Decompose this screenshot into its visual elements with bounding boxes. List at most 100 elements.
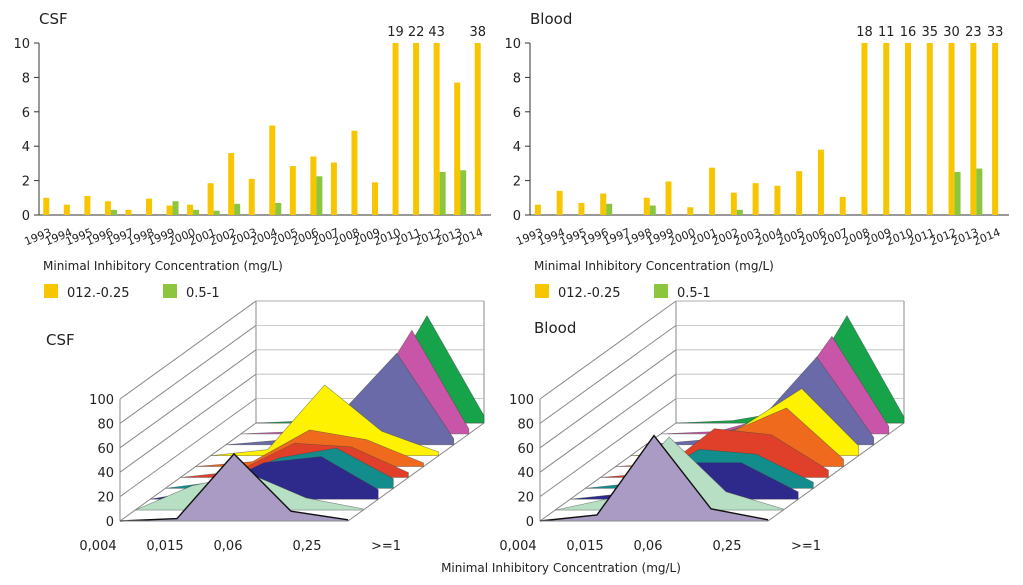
x-tick-label: 0,004 bbox=[499, 539, 536, 554]
wall-gridline bbox=[119, 422, 257, 522]
chart-title: CSF bbox=[39, 10, 68, 28]
bar-012-025 bbox=[970, 43, 977, 215]
bar-012-025 bbox=[774, 185, 781, 215]
bar-05-1 bbox=[460, 170, 467, 215]
x-tick-label: >=1 bbox=[791, 539, 821, 554]
y-tick-label: 6 bbox=[22, 106, 30, 121]
bar-012-025 bbox=[687, 207, 694, 215]
bar-012-025 bbox=[228, 153, 235, 215]
bar-012-025 bbox=[474, 43, 481, 215]
bar-012-025 bbox=[187, 204, 194, 215]
bar-012-025 bbox=[926, 43, 933, 215]
x-tick-label: 0,015 bbox=[146, 539, 183, 554]
bar-012-025 bbox=[796, 171, 803, 215]
chart-title: Blood bbox=[534, 319, 576, 337]
y-tick-label: 100 bbox=[509, 393, 534, 408]
bar-012-025 bbox=[84, 196, 91, 215]
bar-012-025 bbox=[905, 43, 912, 215]
bar-012-025 bbox=[534, 204, 541, 215]
bar-05-1 bbox=[213, 210, 220, 215]
y-tick-label: 20 bbox=[517, 491, 534, 506]
bar-012-025 bbox=[125, 209, 132, 215]
wall-gridline bbox=[119, 398, 257, 498]
bar-012-025 bbox=[330, 162, 337, 215]
y-tick-label: 10 bbox=[13, 37, 30, 52]
legend-swatch-012-025 bbox=[535, 284, 549, 298]
bar-012-025 bbox=[372, 182, 378, 215]
bar-012-025 bbox=[556, 190, 563, 215]
y-tick-label: 100 bbox=[89, 393, 114, 408]
bar-012-025 bbox=[433, 43, 440, 215]
bar-012-025 bbox=[643, 197, 650, 215]
overflow-value-label: 23 bbox=[965, 25, 982, 40]
bar-012-025 bbox=[351, 130, 358, 215]
legend-label-05-1: 0.5-1 bbox=[186, 286, 220, 301]
y-tick-label: 10 bbox=[504, 37, 521, 52]
wall-gridline bbox=[539, 324, 677, 424]
floor-right-edge bbox=[767, 422, 905, 522]
y-tick-label: 8 bbox=[22, 71, 30, 86]
surface-layer-7 bbox=[210, 384, 439, 456]
bar-012-025 bbox=[104, 201, 111, 215]
y-tick-label: 60 bbox=[517, 442, 534, 457]
wall-gridline bbox=[539, 398, 677, 498]
legend-swatch-012-025 bbox=[44, 284, 58, 298]
bar-012-025 bbox=[289, 165, 296, 215]
bar-012-025 bbox=[665, 181, 672, 215]
legend-swatch-05-1 bbox=[654, 284, 668, 298]
bar-012-025 bbox=[310, 156, 317, 215]
wall-gridline bbox=[119, 324, 257, 424]
legend-label-012-025: 012.-0.25 bbox=[67, 286, 130, 301]
bar-05-1 bbox=[976, 168, 983, 215]
y-tick-label: 0 bbox=[513, 209, 521, 224]
bar-012-025 bbox=[63, 204, 70, 215]
legend-swatch-05-1 bbox=[163, 284, 177, 298]
bar-chart-blood: Blood02468101993199419951996199719981999… bbox=[504, 10, 1009, 301]
bar-05-1 bbox=[110, 209, 117, 215]
y-tick-label: 0 bbox=[22, 209, 30, 224]
wall-gridline bbox=[119, 373, 257, 473]
bar-05-1 bbox=[736, 209, 743, 215]
overflow-value-label: 22 bbox=[408, 25, 425, 40]
bar-012-025 bbox=[752, 183, 759, 215]
front-layer-outline bbox=[539, 434, 769, 522]
surface-chart-blood: Blood 0 20 40 60 80 100 0,004 0,015 0,06 0,25 >=1 bbox=[499, 300, 905, 554]
bar-05-1 bbox=[234, 203, 241, 215]
bar-012-025 bbox=[578, 202, 585, 215]
y-tick-label: 8 bbox=[513, 71, 521, 86]
bar-012-025 bbox=[861, 43, 868, 215]
bar-012-025 bbox=[817, 149, 824, 215]
y-tick-label: 40 bbox=[97, 466, 114, 481]
bar-05-1 bbox=[275, 202, 282, 215]
bar-012-025 bbox=[839, 196, 846, 215]
front-layer-outline bbox=[119, 452, 349, 522]
y-tick-label: 2 bbox=[513, 175, 521, 190]
bar-012-025 bbox=[166, 205, 173, 215]
overflow-value-label: 30 bbox=[943, 25, 960, 40]
overflow-value-label: 35 bbox=[922, 25, 939, 40]
bar-012-025 bbox=[600, 193, 607, 215]
y-tick-label: 6 bbox=[513, 106, 521, 121]
overflow-value-label: 38 bbox=[469, 25, 486, 40]
y-tick-label: 60 bbox=[97, 442, 114, 457]
floor-right-edge bbox=[347, 422, 485, 522]
bar-012-025 bbox=[248, 178, 255, 215]
wall-gridline bbox=[539, 300, 677, 400]
x-tick-label: >=1 bbox=[371, 539, 401, 554]
bar-05-1 bbox=[193, 209, 200, 215]
y-tick-label: 0 bbox=[526, 515, 534, 530]
bar-012-025 bbox=[207, 183, 214, 215]
y-tick-label: 40 bbox=[517, 466, 534, 481]
bar-012-025 bbox=[730, 192, 737, 215]
bar-05-1 bbox=[172, 201, 179, 215]
bar-012-025 bbox=[883, 43, 890, 215]
wall-gridline bbox=[539, 373, 677, 473]
x-tick-label: 0,06 bbox=[634, 539, 663, 554]
y-tick-label: 20 bbox=[97, 491, 114, 506]
surface-chart-csf: CSF 0 20 40 60 80 100 0,004 0,015 0,06 0,25 >=1 bbox=[46, 300, 485, 554]
overflow-value-label: 19 bbox=[387, 25, 404, 40]
x-tick-label: 0,25 bbox=[293, 539, 322, 554]
bar-05-1 bbox=[649, 205, 656, 215]
chart-title: Blood bbox=[530, 10, 572, 28]
bar-012-025 bbox=[992, 43, 999, 215]
